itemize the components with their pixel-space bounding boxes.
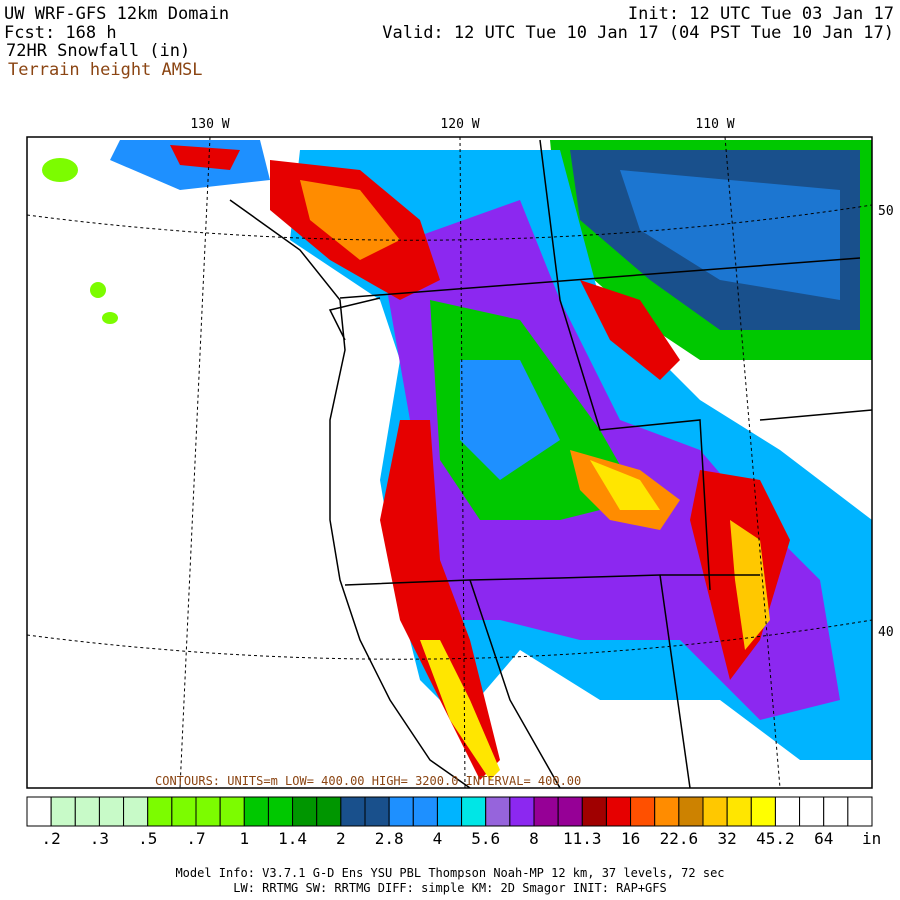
colorbar-label: 1.4: [278, 829, 307, 848]
colorbar-box: [605, 796, 632, 827]
colorbar-label: 32: [718, 829, 737, 848]
colorbar-box: [581, 796, 607, 827]
colorbar-box: [171, 796, 197, 827]
colorbar-label: 16: [621, 829, 640, 848]
colorbar-label: 11.3: [563, 829, 602, 848]
lat-label: 50: [878, 204, 894, 219]
product: 72HR Snowfall (in): [6, 41, 190, 61]
colorbar-box: [364, 796, 390, 827]
colorbar-box: [509, 796, 535, 827]
terrain-note: Terrain height AMSL: [8, 60, 202, 80]
valid-time: Valid: 12 UTC Tue 10 Jan 17 (04 PST Tue …: [382, 23, 894, 43]
coastlines: [229, 139, 872, 788]
map-frame: [26, 136, 873, 789]
colorbar-box: [219, 796, 245, 827]
lon-label: 120 W: [440, 117, 479, 132]
colorbar-box: [702, 796, 728, 827]
colorbar-label: .2: [42, 829, 61, 848]
snowfall-field: [42, 140, 872, 780]
colorbar-box: [485, 796, 511, 827]
colorbar-label: 22.6: [660, 829, 699, 848]
colorbar-box: [243, 796, 269, 827]
colorbar-box: [461, 796, 487, 827]
colorbar-label: 4: [433, 829, 443, 848]
init-time: Init: 12 UTC Tue 03 Jan 17: [628, 4, 894, 24]
colorbar-box: [750, 796, 776, 827]
colorbar-box: [50, 796, 76, 827]
contour-note: CONTOURS: UNITS=m LOW= 400.00 HIGH= 3200…: [155, 774, 581, 788]
graticule: [26, 136, 873, 789]
colorbar: .2 .3 .5 .7 1 1.4 2 2.8 4 5.6 8 11.3 16 22.6 32 45.2 64: [26, 796, 873, 848]
lon-label: 130 W: [190, 117, 229, 132]
colorbar-box: [123, 796, 149, 827]
colorbar-box: [74, 796, 100, 827]
lon-label: 110 W: [695, 117, 734, 132]
lat-label: 40: [878, 625, 894, 640]
colorbar-label: .3: [90, 829, 109, 848]
colorbar-box: [774, 796, 801, 827]
colorbar-box: [98, 796, 125, 827]
colorbar-box: [388, 796, 414, 827]
colorbar-box: [26, 796, 52, 827]
colorbar-box: [436, 796, 463, 827]
colorbar-box: [847, 796, 873, 827]
colorbar-box: [557, 796, 583, 827]
colorbar-label: 5.6: [471, 829, 500, 848]
colorbar-label: 8: [529, 829, 539, 848]
colorbar-label: 2: [336, 829, 346, 848]
map: 130 W 120 W 110 W 50 40 CONTOURS: UNITS=…: [26, 117, 894, 789]
forecast: Fcst: 168 h: [4, 23, 117, 43]
colorbar-box: [195, 796, 221, 827]
colorbar-unit: in: [862, 829, 881, 848]
colorbar-box: [147, 796, 173, 827]
colorbar-label: 1: [239, 829, 249, 848]
colorbar-box: [654, 796, 680, 827]
colorbar-box: [799, 796, 825, 827]
colorbar-label: .7: [186, 829, 205, 848]
colorbar-box: [340, 796, 366, 827]
colorbar-box: [726, 796, 752, 827]
colorbar-box: [316, 796, 342, 827]
colorbar-box: [292, 796, 318, 827]
title: UW WRF-GFS 12km Domain: [4, 4, 229, 24]
colorbar-box: [630, 796, 656, 827]
colorbar-label: .5: [138, 829, 157, 848]
colorbar-label: 45.2: [756, 829, 795, 848]
colorbar-box: [823, 796, 849, 827]
colorbar-label: 2.8: [375, 829, 404, 848]
colorbar-box: [533, 796, 559, 827]
colorbar-label: 64: [814, 829, 833, 848]
model-physics: LW: RRTMG SW: RRTMG DIFF: simple KM: 2D …: [233, 881, 666, 895]
colorbar-box: [678, 796, 704, 827]
colorbar-box: [267, 796, 294, 827]
model-info: Model Info: V3.7.1 G-D Ens YSU PBL Thomp…: [175, 866, 724, 880]
colorbar-box: [412, 796, 438, 827]
